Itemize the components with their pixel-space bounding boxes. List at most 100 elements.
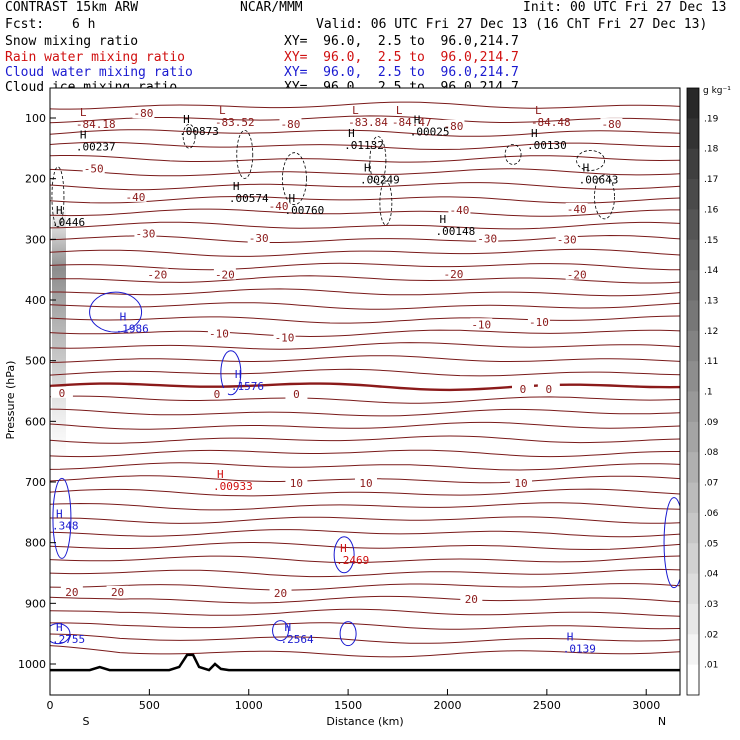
extremum-value: .1986 xyxy=(116,322,149,335)
colorbar-unit: g kg⁻¹ xyxy=(703,86,731,96)
extremum-mark: H xyxy=(235,368,242,381)
cloud-water-contour xyxy=(663,497,680,589)
contour-label-bg xyxy=(537,383,560,395)
isotherm-line xyxy=(50,633,680,644)
contour-label-bg xyxy=(132,107,155,119)
extremum-mark: H xyxy=(583,162,590,175)
extremum-mark: L xyxy=(80,106,87,119)
contour-label-bg xyxy=(207,327,230,339)
y-tick-label: 300 xyxy=(25,233,46,246)
isotherm-label: -10 xyxy=(471,318,491,331)
y-tick-label: 100 xyxy=(25,112,46,125)
isotherm-label: -80 xyxy=(281,118,301,131)
isotherm-label: -80 xyxy=(444,120,464,133)
extremum-mark: L xyxy=(219,104,226,117)
isotherm-line xyxy=(50,208,680,217)
colorbar-segment xyxy=(687,239,699,271)
center-label: NCAR/MMM xyxy=(240,0,303,15)
south-end-label: S xyxy=(83,715,90,728)
extremum-value: .00574 xyxy=(229,192,269,205)
isotherm-line xyxy=(50,182,680,191)
extremum-value: .00237 xyxy=(76,140,116,153)
colorbar-segment xyxy=(687,179,699,210)
colorbar-tick-label: .02 xyxy=(704,630,718,640)
isotherm-line xyxy=(50,248,680,257)
contour-label-bg xyxy=(448,204,471,216)
cloud-water-contour xyxy=(89,291,143,333)
colorbar-segment xyxy=(687,482,699,514)
extremum-value: .2755 xyxy=(52,633,85,646)
legend-snow: Snow mixing ratio xyxy=(5,34,139,49)
contour-label-bg xyxy=(60,585,83,597)
isotherm-line xyxy=(50,462,680,471)
isotherm-label: -50 xyxy=(84,162,104,175)
y-tick-label: 400 xyxy=(25,294,46,307)
extremum-value: -83.84 xyxy=(348,116,388,129)
cloud-water-contour xyxy=(220,350,242,396)
colorbar-segment xyxy=(687,543,699,575)
contour-label-bg xyxy=(527,315,550,327)
contour-label-bg xyxy=(510,477,533,489)
y-tick-label: 1000 xyxy=(18,658,46,671)
contour-label-bg xyxy=(134,227,157,239)
contour-label-bg xyxy=(106,585,129,597)
extremum-mark: L xyxy=(396,104,403,117)
contour-label-bg xyxy=(555,233,578,245)
extremum-mark: H xyxy=(80,128,87,141)
colorbar-segment xyxy=(687,209,699,241)
extremum-mark: H xyxy=(348,127,355,140)
isotherm-line xyxy=(50,541,680,551)
colorbar-tick-label: .1 xyxy=(704,388,713,398)
extremum-mark: H xyxy=(56,621,63,634)
isotherm-label: -30 xyxy=(557,233,577,246)
extremum-value: -84.47 xyxy=(392,116,432,129)
isotherm-line xyxy=(50,141,680,151)
contour-label-bg xyxy=(269,587,292,599)
colorbar-tick-label: .09 xyxy=(704,418,719,428)
isotherm-line xyxy=(50,355,680,363)
isotherm-label: -10 xyxy=(529,316,549,329)
isotherm-line xyxy=(50,262,680,271)
isotherm-label: 20 xyxy=(65,586,78,599)
colorbar-tick-label: .14 xyxy=(704,266,719,276)
extremum-value: .00643 xyxy=(579,174,619,187)
isotherm-label: 10 xyxy=(290,477,303,490)
isotherm-label: -20 xyxy=(567,269,587,282)
colorbar-tick-label: .05 xyxy=(704,539,718,549)
colorbar-segment xyxy=(687,270,699,301)
fcst-value: 6 h xyxy=(72,17,96,32)
isotherm-line xyxy=(50,529,680,538)
x-tick-label: 3000 xyxy=(632,699,660,712)
north-end-label: N xyxy=(658,715,666,728)
contour-label-bg xyxy=(565,203,588,214)
extremum-mark: H xyxy=(183,113,190,126)
colorbar-segment xyxy=(687,664,699,696)
isotherm-line xyxy=(50,168,680,177)
cloud-ice-contour xyxy=(576,150,605,171)
isotherm-line xyxy=(50,622,680,630)
isotherm-label: -20 xyxy=(147,269,167,282)
isotherm-label: -20 xyxy=(215,269,235,282)
isotherm-label: 0 xyxy=(293,388,300,401)
legend-cloud-water: Cloud water mixing ratio xyxy=(5,65,193,80)
legend-rain: Rain water mixing ratio xyxy=(5,50,186,65)
isotherm-label: 10 xyxy=(514,477,527,490)
extremum-mark: H xyxy=(56,204,63,217)
colorbar-tick-label: .13 xyxy=(704,296,718,306)
extremum-value: .2469 xyxy=(336,554,369,567)
colorbar-tick-label: .04 xyxy=(704,570,719,580)
x-tick-label: 500 xyxy=(139,699,160,712)
isotherm-line xyxy=(50,435,680,444)
contour-label-bg xyxy=(442,267,465,279)
contour-label-bg xyxy=(565,268,588,280)
colorbar-tick-label: .12 xyxy=(704,327,718,337)
isotherm-line xyxy=(50,329,680,338)
model-title: CONTRAST 15km ARW xyxy=(5,0,139,15)
isotherm-label: -20 xyxy=(444,268,464,281)
extremum-mark: H xyxy=(567,631,574,644)
contour-label-bg xyxy=(146,268,169,280)
extremum-value: -84.18 xyxy=(76,118,116,131)
isotherm-line xyxy=(50,608,680,617)
isotherm-line xyxy=(50,595,680,604)
